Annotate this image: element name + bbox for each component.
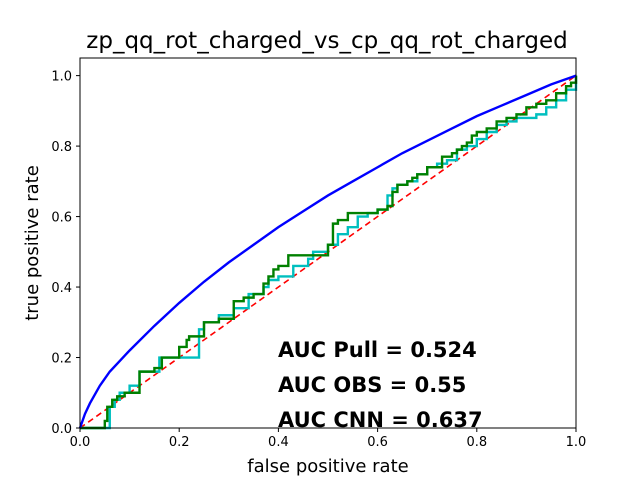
y-axis-label: true positive rate [22, 165, 43, 321]
x-tick-label: 0.8 [466, 435, 487, 450]
roc-series-0 [78, 74, 577, 429]
auc-pull-annotation: AUC Pull = 0.524 [278, 338, 477, 362]
y-tick-label: 0.6 [51, 211, 72, 226]
roc-series-2 [80, 75, 578, 430]
y-tick-label: 0.2 [51, 352, 72, 367]
plot-frame [79, 57, 577, 429]
x-tick-label: 1.0 [566, 435, 587, 450]
y-tick-label: 1.0 [51, 70, 72, 85]
roc-series-1 [80, 75, 578, 430]
auc-obs-annotation: AUC OBS = 0.55 [278, 373, 466, 397]
auc-cnn-annotation: AUC CNN = 0.637 [278, 408, 483, 432]
y-axis: 0.0 0.2 0.4 0.6 0.8 1.0 [51, 70, 80, 437]
x-axis: 0.0 0.2 0.4 0.6 0.8 1.0 [70, 428, 587, 450]
chart-title: zp_qq_rot_charged_vs_cp_qq_rot_charged [86, 28, 567, 54]
x-axis-label: false positive rate [247, 456, 408, 477]
x-tick-label: 0.4 [268, 435, 289, 450]
y-tick-label: 0.8 [51, 140, 72, 155]
plot-area [78, 74, 578, 430]
x-tick-label: 0.6 [367, 435, 388, 450]
y-tick-label: 0.4 [51, 281, 72, 296]
y-tick-label: 0.0 [51, 422, 72, 437]
x-tick-label: 0.2 [169, 435, 190, 450]
x-tick-label: 0.0 [70, 435, 91, 450]
